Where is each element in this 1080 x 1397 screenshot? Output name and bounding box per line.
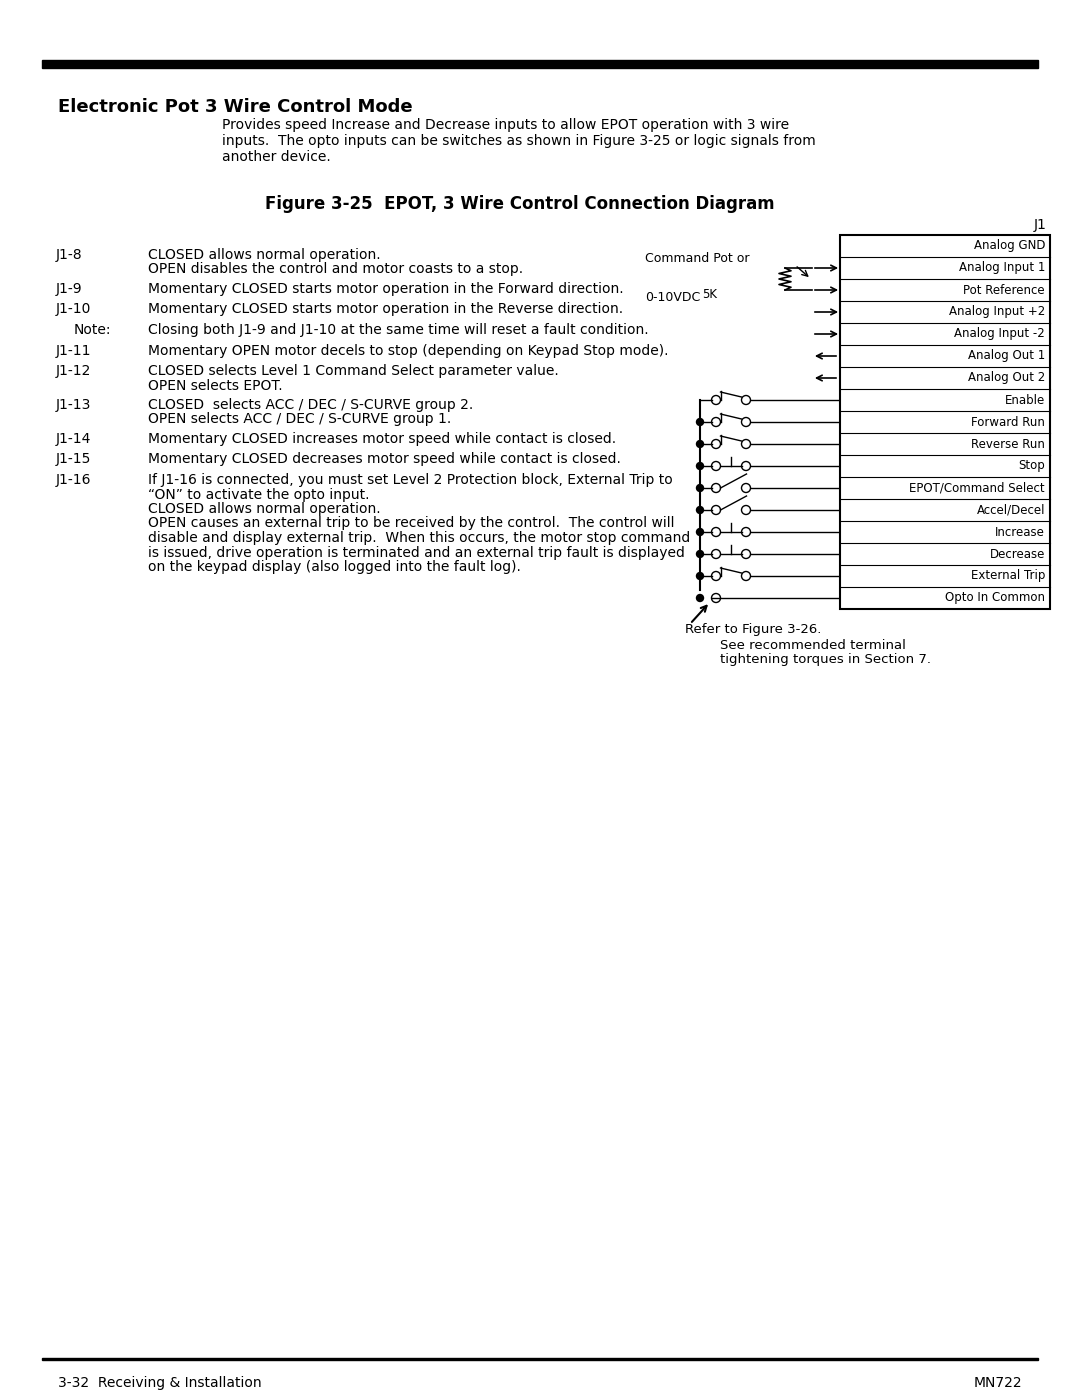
Text: See recommended terminal: See recommended terminal	[720, 638, 906, 652]
Text: CLOSED  selects ACC / DEC / S-CURVE group 2.: CLOSED selects ACC / DEC / S-CURVE group…	[148, 398, 473, 412]
Text: Momentary OPEN motor decels to stop (depending on Keypad Stop mode).: Momentary OPEN motor decels to stop (dep…	[148, 344, 669, 358]
Text: External Trip: External Trip	[971, 570, 1045, 583]
Bar	[42, 1358, 1038, 1361]
Text: OPEN selects EPOT.: OPEN selects EPOT.	[148, 379, 283, 393]
Text: Reverse Run: Reverse Run	[971, 437, 1045, 450]
Text: OPEN causes an external trip to be received by the control.  The control will: OPEN causes an external trip to be recei…	[148, 517, 675, 531]
Text: CLOSED allows normal operation.: CLOSED allows normal operation.	[148, 502, 380, 515]
Circle shape	[697, 462, 703, 469]
Text: another device.: another device.	[222, 149, 330, 163]
Text: J1-9: J1-9	[56, 282, 83, 296]
Text: J1-16: J1-16	[56, 474, 92, 488]
Text: Refer to Figure 3-26.: Refer to Figure 3-26.	[685, 623, 822, 636]
Text: Forward Run: Forward Run	[971, 415, 1045, 429]
Text: If J1-16 is connected, you must set Level 2 Protection block, External Trip to: If J1-16 is connected, you must set Leve…	[148, 474, 673, 488]
Text: Analog Out 1: Analog Out 1	[968, 349, 1045, 362]
Circle shape	[697, 507, 703, 514]
Text: J1-8: J1-8	[56, 249, 83, 263]
Text: OPEN selects ACC / DEC / S-CURVE group 1.: OPEN selects ACC / DEC / S-CURVE group 1…	[148, 412, 451, 426]
Text: CLOSED selects Level 1 Command Select parameter value.: CLOSED selects Level 1 Command Select pa…	[148, 365, 558, 379]
Circle shape	[697, 595, 703, 602]
Text: Provides speed Increase and Decrease inputs to allow EPOT operation with 3 wire: Provides speed Increase and Decrease inp…	[222, 117, 789, 131]
Text: Command Pot or: Command Pot or	[645, 251, 750, 265]
Text: 3-32  Receiving & Installation: 3-32 Receiving & Installation	[58, 1376, 261, 1390]
Text: J1: J1	[1035, 218, 1047, 232]
Circle shape	[697, 550, 703, 557]
Text: is issued, drive operation is terminated and an external trip fault is displayed: is issued, drive operation is terminated…	[148, 545, 685, 560]
Circle shape	[697, 485, 703, 492]
Text: MN722: MN722	[973, 1376, 1022, 1390]
Text: Pot Reference: Pot Reference	[963, 284, 1045, 296]
Text: Momentary CLOSED increases motor speed while contact is closed.: Momentary CLOSED increases motor speed w…	[148, 432, 616, 446]
Text: Enable: Enable	[1004, 394, 1045, 407]
Text: disable and display external trip.  When this occurs, the motor stop command: disable and display external trip. When …	[148, 531, 690, 545]
Text: Closing both J1-9 and J1-10 at the same time will reset a fault condition.: Closing both J1-9 and J1-10 at the same …	[148, 323, 649, 337]
Text: J1-13: J1-13	[56, 398, 92, 412]
Text: Stop: Stop	[1018, 460, 1045, 472]
Circle shape	[697, 440, 703, 447]
Text: Momentary CLOSED starts motor operation in the Reverse direction.: Momentary CLOSED starts motor operation …	[148, 303, 623, 317]
Text: J1-11: J1-11	[56, 344, 92, 358]
Text: “ON” to activate the opto input.: “ON” to activate the opto input.	[148, 488, 369, 502]
Bar	[42, 60, 1038, 68]
Text: Increase: Increase	[995, 525, 1045, 538]
Text: Opto In Common: Opto In Common	[945, 591, 1045, 605]
Text: 5K: 5K	[702, 288, 717, 300]
Circle shape	[697, 528, 703, 535]
Text: Electronic Pot 3 Wire Control Mode: Electronic Pot 3 Wire Control Mode	[58, 98, 413, 116]
Text: Accel/Decel: Accel/Decel	[976, 503, 1045, 517]
Text: J1-10: J1-10	[56, 303, 92, 317]
Text: Analog GND: Analog GND	[973, 239, 1045, 253]
Text: tightening torques in Section 7.: tightening torques in Section 7.	[720, 652, 931, 666]
Text: Note:: Note:	[75, 323, 111, 337]
Text: on the keypad display (also logged into the fault log).: on the keypad display (also logged into …	[148, 560, 521, 574]
Text: Momentary CLOSED decreases motor speed while contact is closed.: Momentary CLOSED decreases motor speed w…	[148, 453, 621, 467]
Text: inputs.  The opto inputs can be switches as shown in Figure 3-25 or logic signal: inputs. The opto inputs can be switches …	[222, 134, 815, 148]
Text: J1-12: J1-12	[56, 365, 92, 379]
Text: Analog Out 2: Analog Out 2	[968, 372, 1045, 384]
Text: J1-15: J1-15	[56, 453, 92, 467]
Text: J1-14: J1-14	[56, 432, 92, 446]
Text: Analog Input -2: Analog Input -2	[955, 327, 1045, 341]
Text: OPEN disables the control and motor coasts to a stop.: OPEN disables the control and motor coas…	[148, 263, 523, 277]
Circle shape	[697, 419, 703, 426]
Text: EPOT/Command Select: EPOT/Command Select	[909, 482, 1045, 495]
Text: Figure 3-25  EPOT, 3 Wire Control Connection Diagram: Figure 3-25 EPOT, 3 Wire Control Connect…	[266, 196, 774, 212]
Text: Momentary CLOSED starts motor operation in the Forward direction.: Momentary CLOSED starts motor operation …	[148, 282, 623, 296]
Bar	[840, 235, 1050, 609]
Text: Analog Input 1: Analog Input 1	[959, 261, 1045, 274]
Circle shape	[697, 573, 703, 580]
Text: Analog Input +2: Analog Input +2	[948, 306, 1045, 319]
Text: Decrease: Decrease	[989, 548, 1045, 560]
Text: CLOSED allows normal operation.: CLOSED allows normal operation.	[148, 249, 380, 263]
Text: 0-10VDC: 0-10VDC	[645, 291, 700, 305]
